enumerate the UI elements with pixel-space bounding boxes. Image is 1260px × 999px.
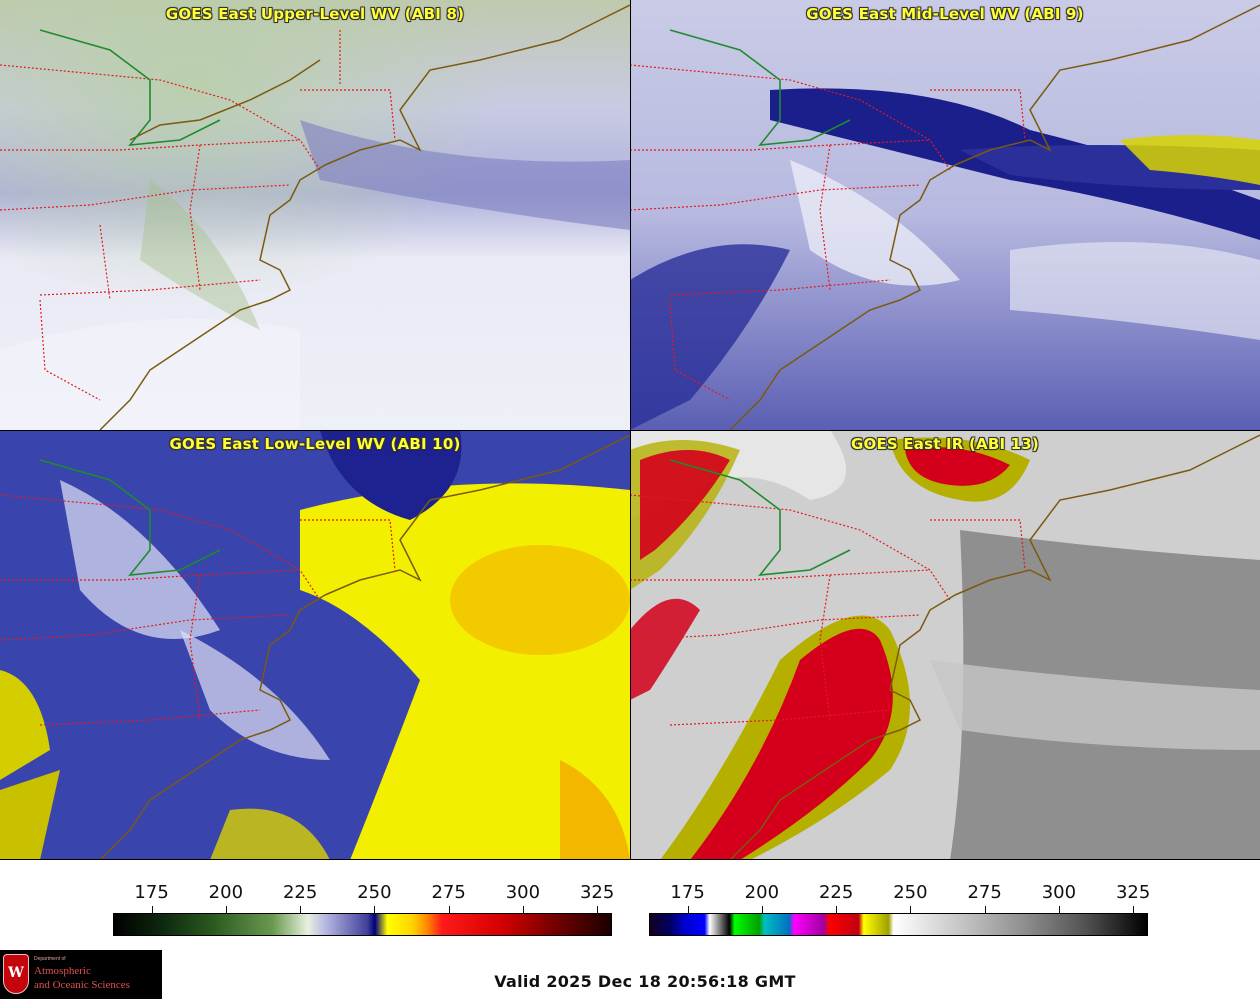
logo-name-line1: Atmospheric (34, 965, 91, 977)
colorbar-tick-mark (597, 906, 599, 913)
colorbar-tick-mark (984, 906, 986, 913)
ir-colorbar-ticks: 175 200 225 250 275 300 325 (649, 882, 1151, 913)
colorbar-tick-label: 325 (579, 882, 615, 903)
wv-colorbar-ticks: 175 200 225 250 275 300 325 (113, 882, 615, 913)
panel-title: GOES East IR (ABI 13) (850, 435, 1039, 453)
mid-level-wv-image (630, 0, 1260, 430)
colorbar-tick-mark (1058, 906, 1060, 913)
upper-level-wv-panel: GOES East Upper-Level WV (ABI 8) (0, 0, 630, 430)
colorbar-tick-label: 300 (505, 882, 541, 903)
colorbar-tick-label: 200 (744, 882, 780, 903)
colorbar-tick-mark (910, 906, 912, 913)
colorbar-tick-mark (687, 906, 689, 913)
panel-title: GOES East Low-Level WV (ABI 10) (169, 435, 461, 453)
colorbar-tick-mark (836, 906, 838, 913)
colorbar-tick-label: 325 (1115, 882, 1151, 903)
colorbar-tick-label: 275 (967, 882, 1002, 903)
wv-colorbar-gradient (113, 913, 612, 936)
colorbar-tick-label: 225 (818, 882, 854, 903)
uw-crest-icon: W (3, 954, 29, 994)
low-level-wv-panel: GOES East Low-Level WV (ABI 10) (0, 430, 630, 860)
low-level-wv-image (0, 430, 630, 860)
colorbar-tick-mark (225, 906, 227, 913)
colorbar-tick-mark (300, 906, 302, 913)
colorbar-tick-label: 250 (893, 882, 928, 903)
panel-frame-bottom (0, 859, 1260, 860)
colorbar-tick-mark (761, 906, 763, 913)
state-borders (0, 494, 396, 726)
mid-level-wv-panel: GOES East Mid-Level WV (ABI 9) (630, 0, 1260, 430)
panel-title: GOES East Mid-Level WV (ABI 9) (806, 5, 1084, 23)
colorbar-tick-label: 300 (1041, 882, 1077, 903)
ir-image (630, 430, 1260, 860)
coastlines (99, 434, 630, 860)
colorbar-tick-mark (151, 906, 153, 913)
logo-dept-text: Department of (34, 956, 66, 962)
panel-divider-horizontal (0, 430, 1260, 431)
coastlines (99, 4, 630, 430)
state-borders (630, 64, 1026, 401)
colorbar-tick-label: 225 (282, 882, 318, 903)
colorbar-tick-mark (448, 906, 450, 913)
coastlines (729, 434, 1260, 860)
ir-panel: GOES East IR (ABI 13) (630, 430, 1260, 860)
panel-title: GOES East Upper-Level WV (ABI 8) (165, 5, 465, 23)
colorbar-tick-mark (522, 906, 524, 913)
state-borders (630, 494, 1026, 726)
colorbar-tick-mark (374, 906, 376, 913)
upper-level-wv-image (0, 0, 630, 430)
colorbar-tick-label: 175 (670, 882, 705, 903)
coastlines (729, 4, 1260, 430)
valid-time: Valid 2025 Dec 18 20:56:18 GMT (494, 972, 796, 991)
state-borders (0, 30, 396, 401)
colorbar-tick-label: 200 (208, 882, 244, 903)
colorbar-tick-mark (1133, 906, 1135, 913)
colorbar-tick-label: 175 (134, 882, 169, 903)
colorbar-tick-label: 275 (431, 882, 466, 903)
logo-name-line2: and Oceanic Sciences (34, 979, 130, 991)
ir-colorbar-gradient (649, 913, 1148, 936)
colorbar-tick-label: 250 (357, 882, 392, 903)
valid-time-row: Valid 2025 Dec 18 20:56:18 GMT (0, 972, 1260, 991)
uw-aos-logo: W Department of Atmospheric and Oceanic … (0, 950, 162, 999)
